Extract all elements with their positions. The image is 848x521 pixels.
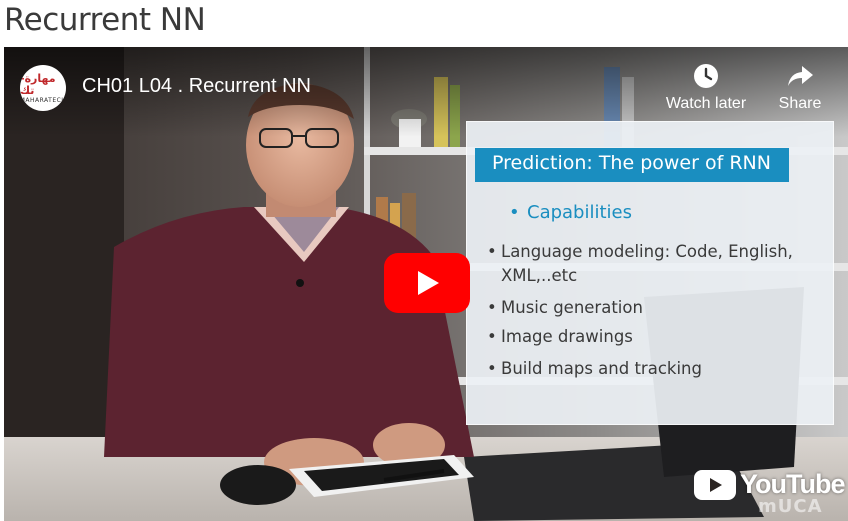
slide-bullet-text: Image drawings — [501, 327, 633, 346]
slide-bullet-continuation: XML,..etc — [501, 264, 577, 288]
play-icon — [418, 271, 439, 295]
share-label: Share — [778, 95, 822, 112]
slide-bullet-text: XML,..etc — [501, 266, 578, 285]
slide-subheading: • Capabilities — [509, 202, 632, 223]
clock-icon — [694, 64, 718, 88]
share-arrow-icon — [788, 66, 813, 86]
video-title[interactable]: CH01 L04 . Recurrent NN — [82, 75, 311, 97]
slide-bullet: • Build maps and tracking — [487, 359, 702, 378]
youtube-wordmark: YouTube — [740, 469, 845, 499]
avatar-english-text: MAHARATECH — [20, 96, 66, 104]
share-button[interactable]: Share — [752, 63, 848, 113]
channel-watermark: mUCA — [758, 496, 823, 517]
slide-header-text: Prediction: The power of RNN — [492, 152, 771, 174]
slide-bullet: • Image drawings — [487, 327, 633, 346]
youtube-play-icon — [694, 469, 736, 500]
page-title: Recurrent NN — [4, 2, 206, 38]
play-button[interactable] — [384, 253, 470, 313]
slide-bullet-text: Language modeling: Code, English, — [501, 242, 793, 261]
youtube-logo-button[interactable]: YouTube — [694, 469, 845, 500]
slide-bullet: • Music generation — [487, 298, 643, 317]
video-player[interactable]: مهارة-تك MAHARATECH CH01 L04 . Recurrent… — [4, 47, 848, 521]
watch-later-label: Watch later — [665, 95, 747, 112]
slide-subheading-text: Capabilities — [527, 202, 632, 223]
slide-bullet: • Language modeling: Code, English, — [487, 242, 793, 261]
slide-bullet-text: Build maps and tracking — [501, 359, 702, 378]
presentation-slide: Prediction: The power of RNN • Capabiliti… — [466, 121, 834, 425]
channel-avatar[interactable]: مهارة-تك MAHARATECH — [20, 65, 66, 111]
slide-header: Prediction: The power of RNN — [475, 148, 789, 182]
avatar-arabic-text: مهارة-تك — [20, 71, 56, 97]
watch-later-button[interactable]: Watch later — [658, 63, 754, 113]
slide-bullet-text: Music generation — [501, 298, 643, 317]
